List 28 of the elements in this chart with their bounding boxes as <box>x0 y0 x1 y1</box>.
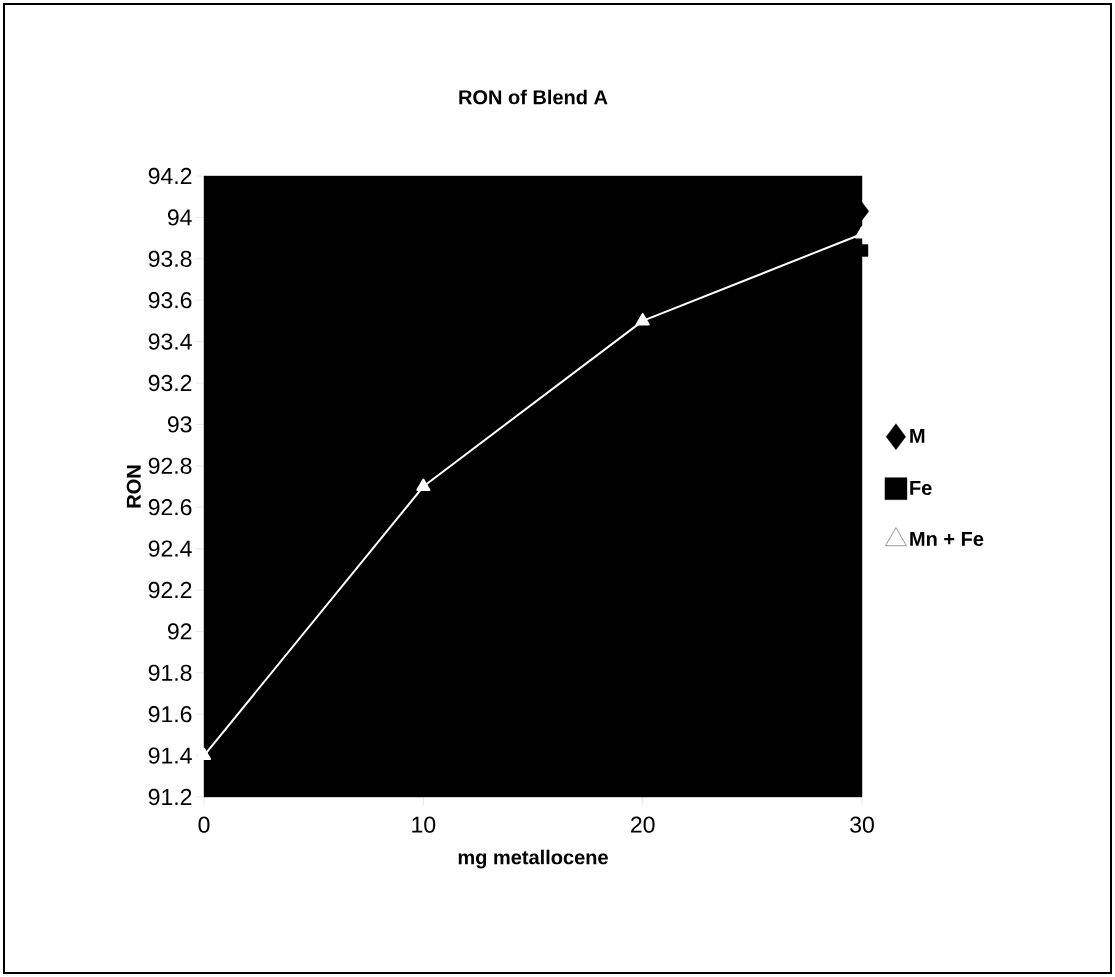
y-tick-label: 93.2 <box>148 374 192 392</box>
point <box>635 312 650 326</box>
y-tick-label: 91.8 <box>148 664 192 681</box>
x-axis-title: mg metallocene <box>458 849 608 869</box>
legend-label: M <box>910 429 925 443</box>
y-tick-label: 93 <box>167 416 192 433</box>
y-tick-label: 91.2 <box>148 788 192 806</box>
y-tick-label: 92.2 <box>148 581 192 599</box>
y-tick-label: 93.8 <box>148 250 192 267</box>
chart-title: RON of Blend A <box>459 89 608 105</box>
y-tick-label: 93.4 <box>148 333 192 350</box>
y-tick-label: 91.4 <box>148 747 192 764</box>
y-tick-label: 92.8 <box>148 457 192 474</box>
y-tick-label: 93.6 <box>148 292 192 309</box>
point <box>416 478 431 491</box>
y-tick-label: 94.2 <box>148 167 192 185</box>
y-axis-title: RON <box>126 465 141 508</box>
legend-label: Fe <box>910 481 932 495</box>
y-tick-label: 92.4 <box>148 540 192 557</box>
y-tick-label: 91.6 <box>148 706 192 723</box>
y-tick-label: 94 <box>167 209 192 226</box>
x-tick-label: 20 <box>631 816 655 833</box>
y-tick-label: 92.6 <box>148 499 192 516</box>
x-tick-label: 10 <box>412 816 436 833</box>
x-tick-label: 30 <box>850 816 874 833</box>
y-tick-label: 92 <box>167 623 192 640</box>
x-tick-label: 0 <box>198 816 210 833</box>
legend-label: Mn + Fe <box>910 532 984 546</box>
